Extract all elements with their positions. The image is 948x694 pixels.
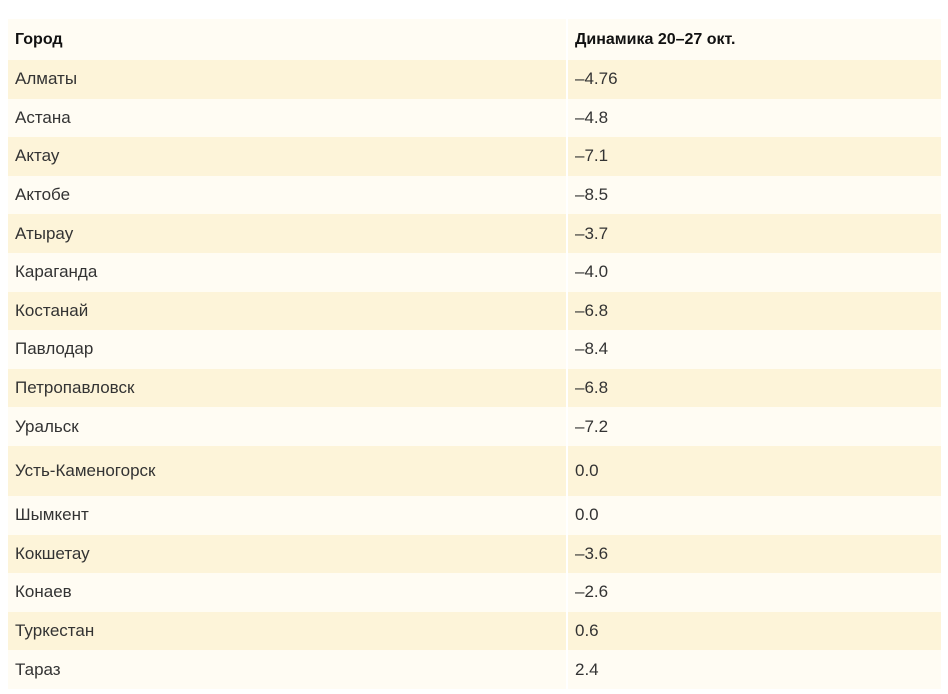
city-cell: Караганда [8, 252, 567, 292]
table-row: Атырау –3.7 [8, 214, 941, 253]
city-cell: Уральск [8, 407, 567, 446]
table-row: Уральск –7.2 [8, 407, 941, 446]
table-row: Актобе –8.5 [8, 175, 941, 215]
city-cell: Усть-Каменогорск [8, 445, 567, 496]
table-row: Шымкент 0.0 [8, 495, 941, 535]
table-row: Туркестан 0.6 [8, 611, 941, 651]
change-cell: –3.7 [566, 214, 941, 253]
table-row: Костанай –6.8 [8, 291, 941, 331]
table-row: Караганда –4.0 [8, 252, 941, 292]
city-cell: Павлодар [8, 330, 567, 369]
city-cell: Костанай [8, 291, 567, 331]
change-cell: –6.8 [566, 368, 941, 408]
city-cell: Астана [8, 98, 567, 138]
table-row: Кокшетау –3.6 [8, 534, 941, 574]
change-cell: 0.0 [566, 445, 941, 496]
change-cell: –4.8 [566, 98, 941, 138]
change-cell: 0.0 [566, 495, 941, 535]
change-cell: –7.1 [566, 137, 941, 176]
table-row: Усть-Каменогорск 0.0 [8, 445, 941, 496]
city-cell: Петропавловск [8, 368, 567, 408]
change-cell: 2.4 [566, 650, 941, 689]
change-cell: –3.6 [566, 534, 941, 574]
city-cell: Туркестан [8, 611, 567, 651]
city-cell: Алматы [8, 60, 567, 99]
city-cell: Шымкент [8, 495, 567, 535]
city-cell: Актау [8, 137, 567, 176]
city-cell: Конаев [8, 573, 567, 612]
city-cell: Тараз [8, 650, 567, 689]
table-row: Астана –4.8 [8, 98, 941, 138]
header-city: Город [8, 19, 567, 60]
city-dynamics-table: Город Динамика 20–27 окт. Алматы –4.76 А… [8, 19, 941, 689]
change-cell: –8.4 [566, 330, 941, 369]
change-cell: –4.76 [566, 60, 941, 99]
table-row: Тараз 2.4 [8, 650, 941, 689]
table-row: Петропавловск –6.8 [8, 368, 941, 408]
table-row: Павлодар –8.4 [8, 330, 941, 369]
city-cell: Кокшетау [8, 534, 567, 574]
table-row: Конаев –2.6 [8, 573, 941, 612]
table-row: Алматы –4.76 [8, 60, 941, 99]
change-cell: –7.2 [566, 407, 941, 446]
header-dynamics: Динамика 20–27 окт. [566, 19, 941, 60]
city-cell: Актобе [8, 175, 567, 215]
table-row: Актау –7.1 [8, 137, 941, 176]
change-cell: –8.5 [566, 175, 941, 215]
change-cell: –2.6 [566, 573, 941, 612]
city-dynamics-table-container: Город Динамика 20–27 окт. Алматы –4.76 А… [8, 19, 941, 689]
city-cell: Атырау [8, 214, 567, 253]
change-cell: –6.8 [566, 291, 941, 331]
change-cell: 0.6 [566, 611, 941, 651]
table-header-row: Город Динамика 20–27 окт. [8, 19, 941, 60]
change-cell: –4.0 [566, 252, 941, 292]
